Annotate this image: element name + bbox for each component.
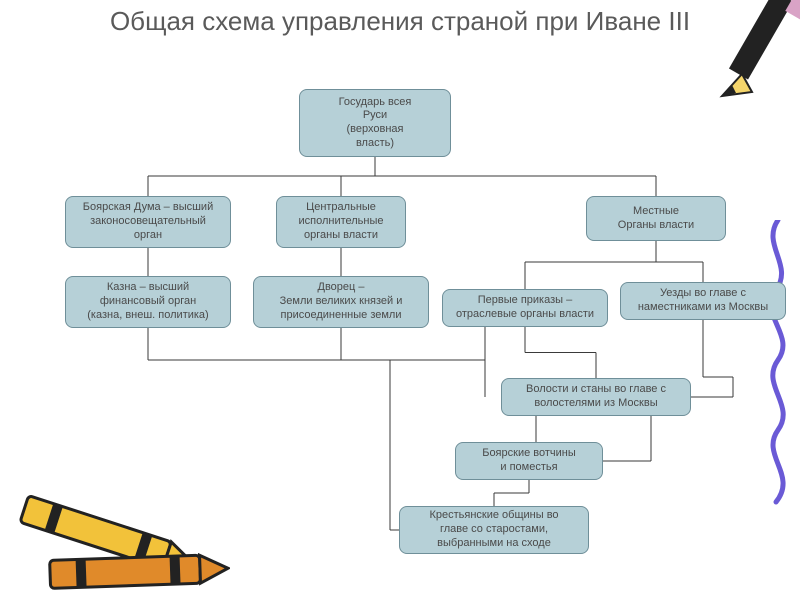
node-uezdy: Уезды во главе с наместниками из Москвы	[620, 282, 786, 320]
node-kazna: Казна – высший финансовый орган (казна, …	[65, 276, 231, 328]
node-dvorets: Дворец – Земли великих князей и присоеди…	[253, 276, 429, 328]
node-central: Центральные исполнительные органы власти	[276, 196, 406, 248]
node-prikazy: Первые приказы – отраслевые органы власт…	[442, 289, 608, 327]
squiggle-icon	[756, 220, 800, 520]
node-volosti: Волости и станы во главе с волостелями и…	[501, 378, 691, 416]
node-boyar: Боярская Дума – высший законосовещательн…	[65, 196, 231, 248]
node-votchiny: Боярские вотчины и поместья	[455, 442, 603, 480]
node-root: Государь всея Руси (верховная власть)	[299, 89, 451, 157]
node-local: Местные Органы власти	[586, 196, 726, 241]
page-title: Общая схема управления страной при Иване…	[0, 6, 800, 37]
node-obshiny: Крестьянские общины во главе со староста…	[399, 506, 589, 554]
crayons-icon	[0, 450, 230, 600]
